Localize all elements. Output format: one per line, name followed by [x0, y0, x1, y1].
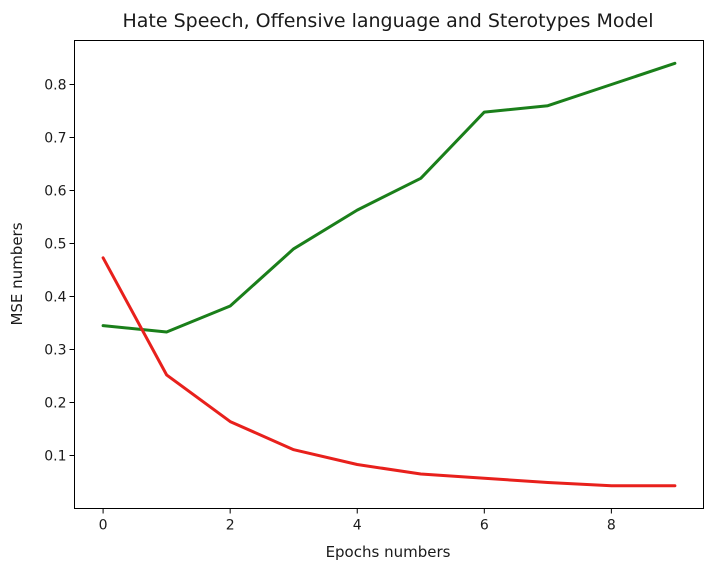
- x-axis: 0 2 4 6 8: [99, 508, 616, 534]
- plot-frame: [74, 40, 704, 509]
- y-tick-label: 0.1: [44, 448, 66, 464]
- x-axis-label: Epochs numbers: [326, 543, 451, 561]
- plot-area: [101, 61, 677, 488]
- y-axis-label: MSE numbers: [8, 222, 26, 325]
- green-series-line: [101, 61, 677, 334]
- chart-title: Hate Speech, Offensive language and Ster…: [122, 10, 653, 32]
- red-series-line: [101, 256, 677, 488]
- y-axis: 0.1 0.2 0.3 0.4 0.5 0.6 0.7 0.8: [44, 77, 75, 464]
- x-tick-label: 8: [607, 518, 616, 534]
- y-tick-label: 0.2: [44, 395, 66, 411]
- x-tick-label: 4: [353, 518, 362, 534]
- y-tick-label: 0.6: [44, 183, 66, 199]
- x-tick-label: 6: [480, 518, 489, 534]
- x-tick-label: 2: [226, 518, 235, 534]
- y-tick-label: 0.4: [44, 289, 66, 305]
- y-tick-label: 0.7: [44, 130, 66, 146]
- y-tick-label: 0.3: [44, 342, 66, 358]
- y-tick-label: 0.5: [44, 236, 66, 252]
- y-tick-label: 0.8: [44, 77, 66, 93]
- x-tick-label: 0: [99, 518, 108, 534]
